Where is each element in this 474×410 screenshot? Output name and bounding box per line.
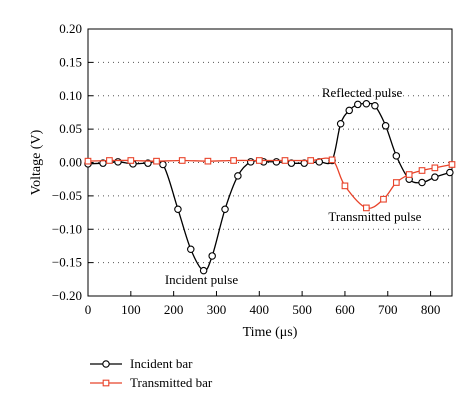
data-point xyxy=(392,179,400,186)
data-point xyxy=(354,100,362,109)
data-point xyxy=(431,173,439,181)
y-tick-label: −0.20 xyxy=(52,288,82,303)
x-tick-label: 400 xyxy=(250,302,270,317)
x-tick-label: 100 xyxy=(121,302,141,317)
x-tick-label: 600 xyxy=(335,302,355,317)
data-point xyxy=(392,152,401,160)
data-point xyxy=(345,106,353,115)
data-point xyxy=(221,205,229,213)
data-point xyxy=(102,360,110,368)
data-point xyxy=(362,100,371,108)
data-point xyxy=(84,157,92,165)
data-point xyxy=(174,205,182,213)
data-point xyxy=(102,379,110,387)
y-tick-label: −0.10 xyxy=(52,221,82,236)
data-point xyxy=(281,157,289,164)
x-tick-label: 0 xyxy=(85,302,92,317)
x-tick-label: 800 xyxy=(421,302,441,317)
data-point xyxy=(199,266,208,275)
y-tick-label: 0.20 xyxy=(59,21,82,36)
legend-item: Transmitted bar xyxy=(90,375,213,390)
data-point xyxy=(106,157,113,164)
data-point xyxy=(431,164,439,172)
data-point xyxy=(272,158,281,166)
data-point xyxy=(246,158,255,166)
legend-label: Incident bar xyxy=(130,356,193,371)
annotation-label: Transmitted pulse xyxy=(328,209,421,224)
annotation-label: Reflected pulse xyxy=(322,85,403,100)
data-point xyxy=(234,172,242,180)
data-point xyxy=(341,182,349,190)
data-point xyxy=(230,157,237,164)
data-point xyxy=(448,161,456,168)
y-tick-label: −0.15 xyxy=(52,255,82,270)
y-tick-label: 0.00 xyxy=(59,155,82,170)
data-point xyxy=(336,120,345,128)
y-tick-label: 0.05 xyxy=(59,121,82,136)
annotation-label: Incident pulse xyxy=(165,272,239,287)
series-incident-bar xyxy=(84,100,454,275)
plot-area xyxy=(87,28,453,297)
series-group xyxy=(84,100,456,275)
data-point xyxy=(208,252,216,260)
data-point xyxy=(328,156,336,164)
y-tick-label: 0.15 xyxy=(59,54,82,69)
legend-label: Transmitted bar xyxy=(130,375,213,390)
legend-item: Incident bar xyxy=(90,356,193,371)
data-point xyxy=(418,178,426,187)
y-tick-label: 0.10 xyxy=(59,88,82,103)
data-point xyxy=(381,122,390,130)
data-point xyxy=(187,245,195,254)
data-point xyxy=(405,171,413,178)
annotations: Reflected pulse Transmitted pulse Incident… xyxy=(165,85,422,287)
axis-ticks: 0.20 0.15 0.10 0.05 0.00 −0.05 −0.10 −0.15 −0.20… xyxy=(52,21,440,317)
x-tick-label: 200 xyxy=(164,302,184,317)
data-point xyxy=(380,195,387,203)
data-point xyxy=(255,157,263,164)
y-axis-label: Voltage (V) xyxy=(29,129,44,195)
series-line xyxy=(87,102,451,272)
data-point xyxy=(114,158,122,166)
y-tick-label: −0.05 xyxy=(52,188,82,203)
legend: Incident bar Transmitted bar xyxy=(90,356,213,390)
data-point xyxy=(371,102,379,110)
x-axis-label: Time (μs) xyxy=(243,325,298,340)
data-point xyxy=(204,157,212,165)
x-tick-label: 500 xyxy=(292,302,312,317)
x-tick-label: 700 xyxy=(378,302,398,317)
data-point xyxy=(159,160,167,169)
data-point xyxy=(127,157,135,164)
data-point xyxy=(307,157,315,164)
data-point xyxy=(153,157,160,165)
data-point xyxy=(363,204,370,212)
data-point xyxy=(178,157,186,164)
series-transmitted-bar xyxy=(84,156,456,212)
x-tick-label: 300 xyxy=(207,302,227,317)
data-point xyxy=(418,167,426,174)
data-point xyxy=(446,168,454,177)
